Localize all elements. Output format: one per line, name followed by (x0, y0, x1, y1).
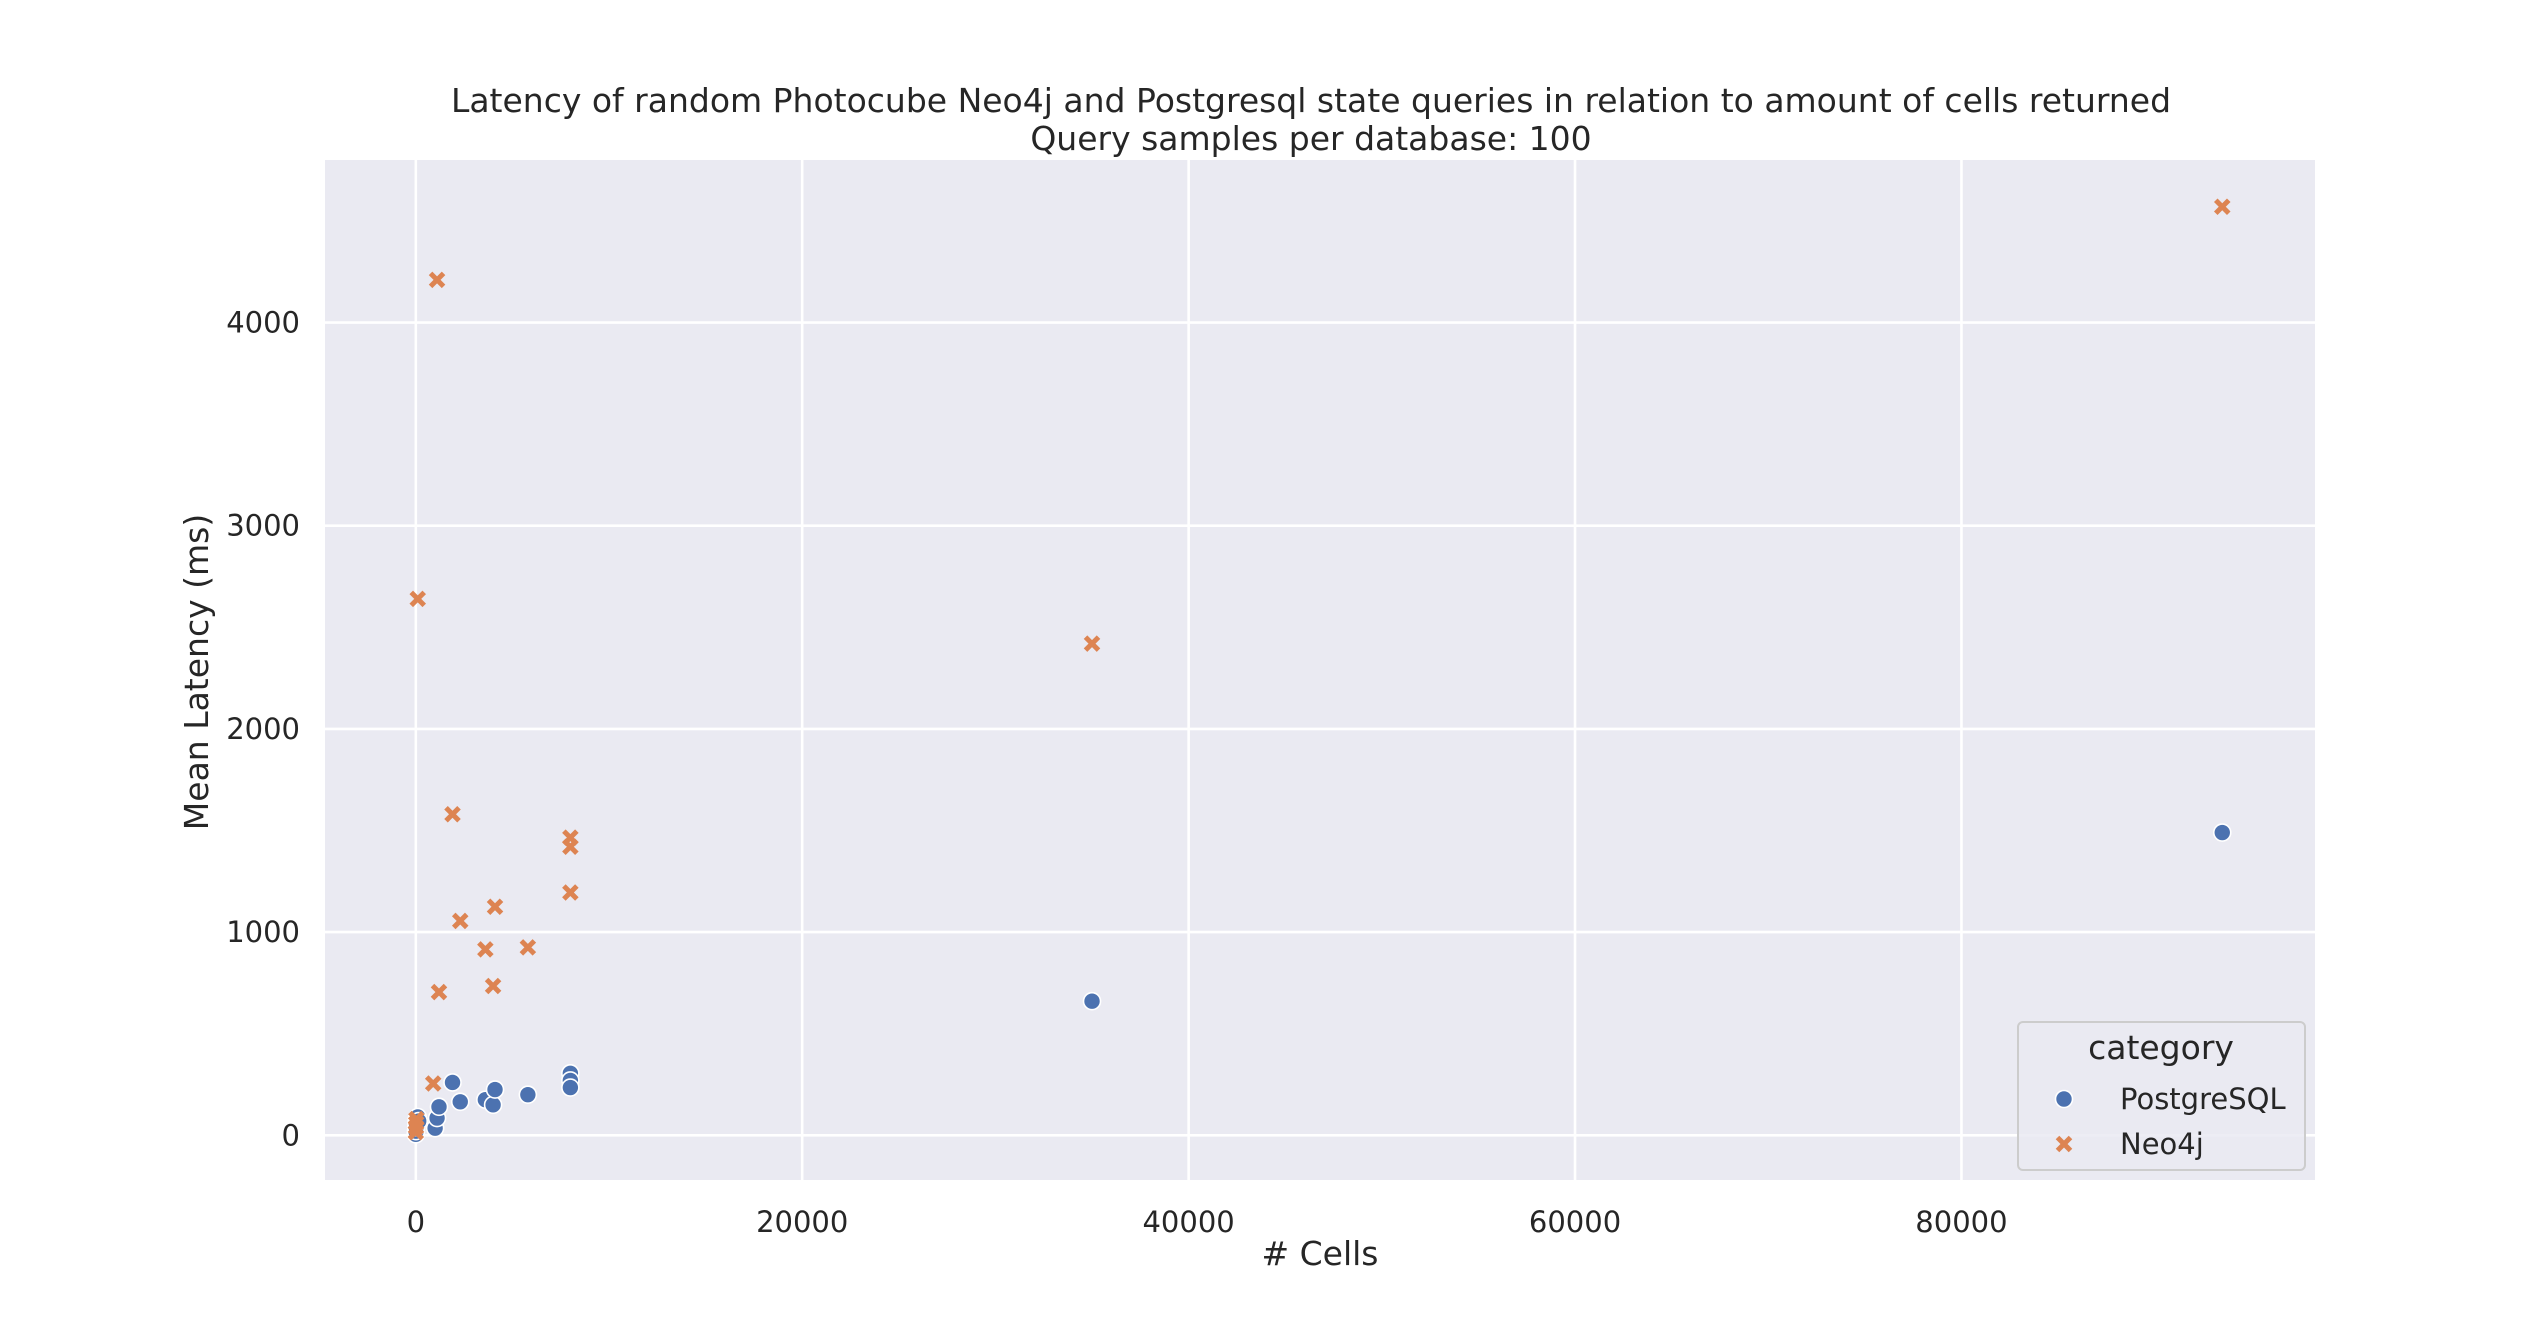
postgresql-point (518, 1085, 538, 1104)
legend-box (2017, 1021, 2306, 1171)
y-tick-label: 2000 (226, 712, 300, 746)
chart-title: Latency of random Photocube Neo4j and Po… (451, 81, 2171, 120)
neo4j-point (2213, 198, 2231, 216)
legend-label-postgresql: PostgreSQL (2120, 1082, 2286, 1116)
y-tick-label: 1000 (226, 915, 300, 949)
postgresql-point (485, 1080, 505, 1099)
neo4j-point (408, 1110, 425, 1128)
y-tick-labels: 0 1000 2000 3000 4000 (226, 306, 300, 1153)
neo4j-point (424, 1075, 442, 1092)
legend-title: category (2088, 1028, 2234, 1067)
neo4j-point (562, 884, 579, 901)
x-tick-label: 20000 (756, 1205, 848, 1239)
neo4j-point (407, 1114, 425, 1132)
neo4j-point (484, 977, 502, 995)
postgresql-point (483, 1095, 503, 1115)
neo4j-point (486, 898, 504, 915)
postgresql-point (561, 1078, 580, 1097)
neo4j-point (451, 912, 469, 930)
x-tick-labels: 0 20000 40000 60000 80000 (407, 1205, 2008, 1239)
y-tick-label: 4000 (226, 306, 300, 340)
postgresql-point (443, 1073, 462, 1092)
neo4j-point (428, 271, 446, 289)
neo4j-point (519, 939, 537, 956)
postgresql-point (429, 1097, 449, 1117)
y-tick-label: 3000 (226, 509, 300, 543)
neo4j-point (1083, 635, 1101, 652)
legend-label-neo4j: Neo4j (2120, 1127, 2204, 1161)
grid-lines (325, 160, 2315, 1180)
plot-area (325, 160, 2315, 1180)
neo4j-point (444, 805, 461, 823)
y-tick-label: 0 (282, 1118, 300, 1152)
x-tick-label: 60000 (1529, 1205, 1621, 1239)
postgresql-point (450, 1092, 470, 1112)
y-axis-label: Mean Latency (ms) (177, 514, 216, 830)
chart-subtitle: Query samples per database: 100 (1030, 119, 1591, 158)
neo4j-point (430, 983, 448, 1001)
postgresql-point (1082, 991, 1102, 1011)
x-axis-label: # Cells (1261, 1234, 1378, 1273)
neo4j-point (477, 941, 494, 958)
legend-marker-neo4j (2055, 1135, 2073, 1153)
legend-items: PostgreSQL Neo4j (2054, 1082, 2286, 1161)
x-tick-label: 40000 (1142, 1205, 1234, 1239)
x-tick-label: 80000 (1915, 1205, 2007, 1239)
legend: category PostgreSQL Neo4j (2017, 1021, 2306, 1171)
data-points (406, 198, 2232, 1144)
legend-marker-postgresql (2054, 1089, 2074, 1109)
neo4j-point (409, 590, 427, 608)
x-tick-label: 0 (407, 1205, 425, 1239)
postgresql-point (2212, 823, 2232, 842)
neo4j-point (562, 838, 579, 856)
